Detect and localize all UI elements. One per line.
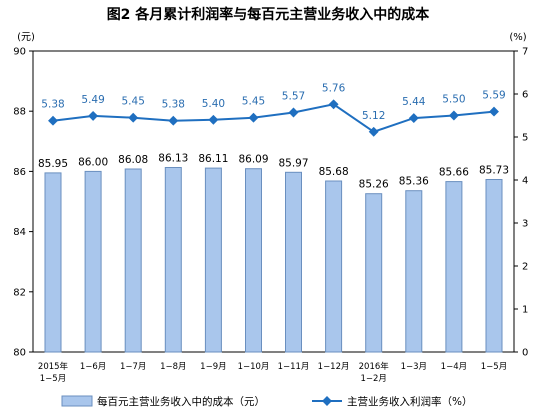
- right-tick-label: 1: [522, 305, 528, 316]
- bar-data-labels: 85.95 86.00 86.08 86.13 86.11 86.09 85.97 85.68…: [38, 153, 509, 191]
- left-axis-ticks: 80 82 84 86 88 90: [13, 47, 33, 359]
- bar: [164, 167, 182, 353]
- bar: [445, 181, 463, 353]
- line-value-label: 5.50: [442, 94, 465, 106]
- right-axis-ticks: 0 1 2 3 4 5 6 7: [514, 47, 528, 359]
- plot-area-frame: [32, 50, 515, 353]
- line-value-label: 5.12: [362, 110, 385, 122]
- bar-value-label: 85.95: [38, 158, 68, 170]
- line-point: [88, 110, 99, 121]
- category-label: 1−10月: [238, 362, 270, 372]
- category-label: 1−8月: [160, 362, 186, 372]
- left-tick-label: 80: [13, 348, 26, 359]
- bar: [325, 180, 343, 353]
- legend-bar-swatch: [61, 395, 93, 407]
- bar: [204, 167, 222, 353]
- bar-value-label: 86.13: [158, 153, 188, 165]
- bar-value-label: 85.36: [399, 176, 429, 188]
- chart-title: 图2 各月累计利润率与每百元主营业务收入中的成本: [107, 6, 431, 23]
- category-label: 1−5月: [481, 362, 507, 372]
- bar-value-label: 85.68: [319, 166, 349, 178]
- bar: [84, 170, 102, 353]
- left-tick-label: 90: [13, 47, 26, 58]
- bar: [124, 168, 142, 353]
- line-point: [288, 107, 299, 118]
- bar-value-label: 85.66: [439, 167, 469, 179]
- line-point: [489, 106, 499, 117]
- right-tick-label: 3: [522, 219, 528, 230]
- bar: [405, 190, 423, 353]
- line-value-label: 5.40: [202, 98, 225, 110]
- category-label: 1−7月: [120, 362, 146, 372]
- line-series: [48, 99, 499, 137]
- line-point: [128, 112, 139, 123]
- category-label: 1−12月: [318, 362, 350, 372]
- line-value-label: 5.44: [402, 96, 426, 108]
- bar-value-label: 86.09: [238, 154, 268, 166]
- bar-value-label: 86.11: [198, 153, 228, 165]
- category-label: 1−11月: [278, 362, 310, 372]
- line-point: [408, 113, 419, 124]
- line-data-labels: 5.38 5.49 5.45 5.38 5.40 5.45 5.57 5.76 5.12 5.44…: [41, 82, 505, 122]
- line-point: [248, 112, 259, 123]
- line-value-label: 5.38: [41, 99, 64, 111]
- line-path: [52, 103, 495, 133]
- category-label: 1−4月: [441, 362, 467, 372]
- left-tick-label: 88: [13, 107, 26, 118]
- line-value-label: 5.45: [242, 96, 265, 108]
- category-label: 1−5月: [40, 374, 66, 384]
- bar: [44, 172, 62, 353]
- bar: [365, 193, 383, 353]
- legend-bar-label: 每百元主营业务收入中的成本（元）: [97, 395, 265, 408]
- legend: 每百元主营业务收入中的成本（元） 主营业务收入利润率（%）: [61, 395, 472, 408]
- line-value-label: 5.45: [122, 96, 145, 108]
- line-point: [208, 114, 219, 125]
- x-axis-category-labels: 2015年 1−5月 1−6月 1−7月 1−8月 1−9月 1−10月 1−11月 1−12月…: [38, 361, 507, 384]
- line-value-label: 5.38: [162, 99, 185, 111]
- bar-value-label: 85.97: [278, 157, 308, 169]
- bar-series: [44, 167, 503, 353]
- right-tick-label: 2: [522, 262, 528, 273]
- bar: [285, 171, 302, 353]
- right-tick-label: 6: [522, 90, 528, 101]
- line-point: [168, 115, 179, 126]
- bar: [485, 179, 503, 353]
- category-label: 1−3月: [401, 362, 427, 372]
- category-label: 2015年: [38, 361, 69, 372]
- left-tick-label: 84: [13, 227, 26, 238]
- category-label: 1−2月: [360, 374, 386, 384]
- legend-line-label: 主营业务收入利润率（%）: [347, 395, 472, 408]
- right-tick-label: 5: [522, 133, 528, 144]
- bar: [245, 168, 262, 353]
- right-axis-unit: (%): [509, 32, 526, 43]
- category-label: 2016年: [359, 361, 390, 372]
- legend-line-marker: [322, 396, 332, 406]
- line-value-label: 5.49: [81, 94, 104, 106]
- right-tick-label: 7: [522, 47, 528, 58]
- line-point: [448, 110, 459, 121]
- left-tick-label: 86: [13, 167, 26, 178]
- right-tick-label: 4: [522, 176, 528, 187]
- bar-value-label: 86.08: [118, 154, 148, 166]
- line-value-label: 5.76: [322, 82, 346, 94]
- line-value-label: 5.59: [482, 90, 505, 102]
- bar-value-label: 85.26: [359, 179, 389, 191]
- line-point: [48, 115, 58, 126]
- left-tick-label: 82: [13, 287, 26, 298]
- category-label: 1−9月: [200, 362, 226, 372]
- bar-value-label: 85.73: [479, 165, 509, 177]
- left-axis-unit: (元): [17, 32, 35, 43]
- category-label: 1−6月: [80, 362, 106, 372]
- line-value-label: 5.57: [282, 91, 305, 103]
- line-point: [368, 126, 379, 137]
- right-tick-label: 0: [522, 348, 528, 359]
- bar-value-label: 86.00: [78, 156, 108, 168]
